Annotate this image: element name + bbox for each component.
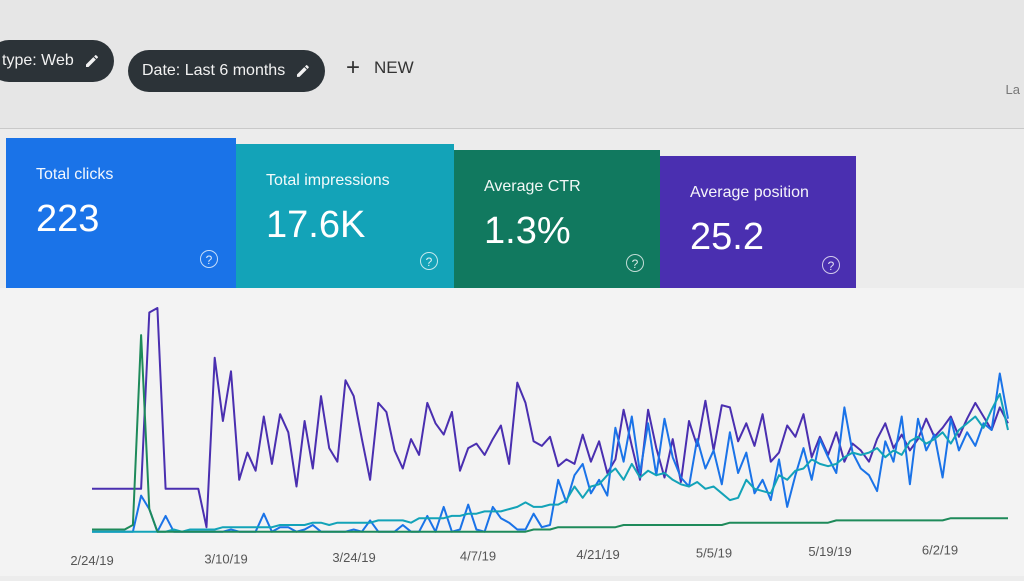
help-icon[interactable]: ? (420, 252, 438, 270)
total-impressions-card[interactable]: Total impressions 17.6K ? (236, 144, 454, 288)
x-tick-label: 5/5/19 (696, 546, 732, 561)
x-tick-label: 5/19/19 (808, 544, 851, 559)
x-tick-label: 6/2/19 (922, 543, 958, 558)
x-tick-label: 2/24/19 (70, 553, 113, 568)
x-tick-label: 3/10/19 (204, 552, 247, 567)
series-line-2 (92, 392, 1009, 533)
metric-value: 17.6K (266, 204, 366, 246)
x-tick-label: 3/24/19 (332, 550, 375, 565)
help-icon[interactable]: ? (626, 254, 644, 272)
new-filter-button[interactable]: + NEW (346, 54, 414, 81)
performance-chart: 2/24/19 3/10/19 3/24/19 4/7/19 4/21/19 5/5/19… (0, 288, 1024, 576)
metric-label: Total clicks (36, 166, 114, 183)
metric-value: 25.2 (690, 216, 764, 258)
x-tick-label: 4/7/19 (460, 549, 496, 564)
search-type-chip[interactable]: type: Web (0, 40, 114, 82)
metric-label: Average position (690, 184, 809, 201)
average-ctr-card[interactable]: Average CTR 1.3% ? (454, 150, 660, 288)
metric-value: 1.3% (484, 210, 571, 252)
pencil-icon[interactable] (295, 63, 311, 79)
date-range-chip[interactable]: Date: Last 6 months (128, 50, 325, 92)
pencil-icon[interactable] (84, 53, 100, 69)
plus-icon: + (346, 54, 361, 81)
date-range-label: Date: Last 6 months (142, 62, 286, 79)
x-tick-label: 4/21/19 (576, 547, 619, 562)
line-chart-svg: 2/24/19 3/10/19 3/24/19 4/7/19 4/21/19 5/5/19… (70, 307, 1009, 569)
series-line-3 (92, 334, 1008, 533)
help-icon[interactable]: ? (822, 256, 840, 274)
chart-series-group (92, 307, 1009, 533)
total-clicks-card[interactable]: Total clicks 223 ? (6, 138, 236, 288)
metric-label: Average CTR (484, 178, 581, 195)
filter-bar: type: Web Date: Last 6 months + NEW La (0, 0, 1024, 129)
series-line-0 (92, 307, 1009, 529)
search-type-label: type: Web (2, 52, 74, 69)
x-axis-ticks: 2/24/19 3/10/19 3/24/19 4/7/19 4/21/19 5/5/19… (70, 543, 958, 569)
average-position-card[interactable]: Average position 25.2 ? (660, 156, 856, 288)
help-icon[interactable]: ? (200, 250, 218, 268)
new-filter-label: NEW (374, 58, 414, 77)
metric-value: 223 (36, 198, 100, 240)
truncated-header-text: La (1005, 82, 1020, 97)
metric-label: Total impressions (266, 172, 390, 189)
metric-cards: Total clicks 223 ? Total impressions 17.… (6, 138, 856, 288)
